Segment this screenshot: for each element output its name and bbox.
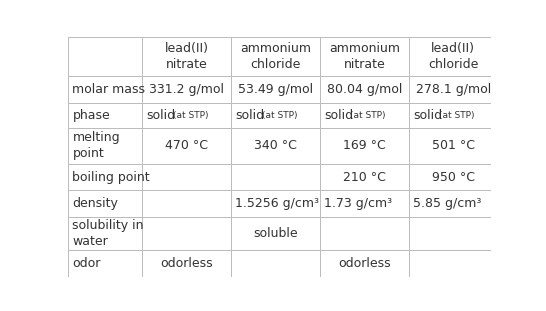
Text: lead(II)
nitrate: lead(II) nitrate [165,42,209,71]
Bar [68,164,143,190]
Bar [409,250,498,277]
Text: 53.49 g/mol: 53.49 g/mol [238,83,313,96]
Bar [143,217,231,250]
Bar [68,128,143,164]
Bar [409,164,498,190]
Text: 331.2 g/mol: 331.2 g/mol [149,83,224,96]
Bar [231,250,320,277]
Text: 210 °C: 210 °C [343,170,386,183]
Bar [320,250,409,277]
Bar [320,164,409,190]
Text: solubility in
water: solubility in water [73,219,144,248]
Text: 169 °C: 169 °C [343,139,386,152]
Text: solid: solid [235,109,264,122]
Bar [143,128,231,164]
Text: solid: solid [413,109,442,122]
Bar [143,190,231,217]
Text: phase: phase [73,109,110,122]
Text: 470 °C: 470 °C [165,139,208,152]
Text: lead(II)
chloride: lead(II) chloride [428,42,478,71]
Bar [320,128,409,164]
Bar [143,76,231,103]
Text: 5.85 g/cm³: 5.85 g/cm³ [413,197,482,210]
Text: 340 °C: 340 °C [254,139,297,152]
Bar [409,217,498,250]
Text: 501 °C: 501 °C [432,139,475,152]
Bar [320,190,409,217]
Bar [320,103,409,128]
Text: melting
point: melting point [73,131,120,160]
Text: (at STP): (at STP) [173,111,208,120]
Text: 1.5256 g/cm³: 1.5256 g/cm³ [235,197,319,210]
Text: solid: solid [146,109,176,122]
Text: (at STP): (at STP) [440,111,475,120]
Bar [68,190,143,217]
Bar [143,250,231,277]
Text: odorless: odorless [338,257,391,270]
Bar [143,37,231,76]
Bar [231,76,320,103]
Bar [68,217,143,250]
Bar [231,37,320,76]
Text: odorless: odorless [161,257,213,270]
Bar [231,103,320,128]
Text: ammonium
chloride: ammonium chloride [240,42,311,71]
Bar [409,76,498,103]
Text: (at STP): (at STP) [351,111,386,120]
Bar [409,103,498,128]
Bar [409,128,498,164]
Text: ammonium
nitrate: ammonium nitrate [329,42,400,71]
Bar [143,103,231,128]
Bar [320,76,409,103]
Text: 1.73 g/cm³: 1.73 g/cm³ [324,197,393,210]
Text: 278.1 g/mol: 278.1 g/mol [416,83,491,96]
Bar [68,37,143,76]
Bar [409,190,498,217]
Bar [320,217,409,250]
Text: odor: odor [73,257,101,270]
Bar [68,76,143,103]
Text: 950 °C: 950 °C [432,170,475,183]
Bar [409,37,498,76]
Bar [231,217,320,250]
Bar [320,37,409,76]
Bar [231,128,320,164]
Text: soluble: soluble [253,227,298,240]
Bar [143,164,231,190]
Text: density: density [73,197,118,210]
Text: solid: solid [324,109,353,122]
Bar [231,190,320,217]
Bar [231,164,320,190]
Text: 80.04 g/mol: 80.04 g/mol [327,83,402,96]
Text: boiling point: boiling point [73,170,150,183]
Text: molar mass: molar mass [73,83,145,96]
Bar [68,103,143,128]
Text: (at STP): (at STP) [262,111,297,120]
Bar [68,250,143,277]
